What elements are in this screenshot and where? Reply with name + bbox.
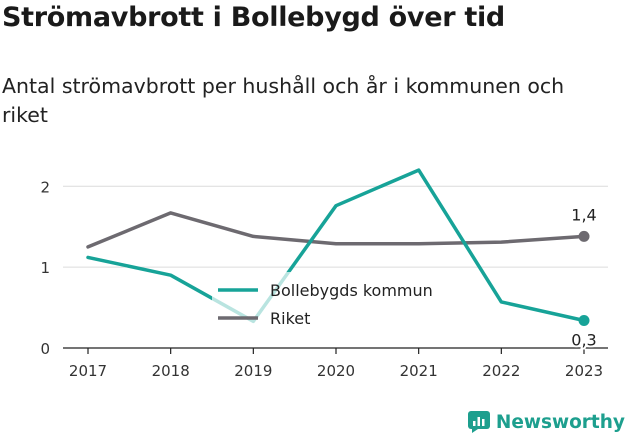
x-tick-label: 2017 [69,362,107,380]
x-tick-label: 2019 [234,362,272,380]
y-tick-label: 0 [40,340,50,358]
x-tick-label: 2021 [400,362,438,380]
data-label: 1,4 [571,205,596,224]
x-tick-label: 2023 [565,362,603,380]
data-label: 0,3 [571,331,596,350]
y-tick-label: 2 [40,178,50,196]
chart-subtitle: Antal strömavbrott per hushåll och år i … [2,74,565,127]
legend-label: Riket [270,309,310,328]
x-tick-label: 2018 [152,362,190,380]
brand-name: Newsworthy [495,411,625,433]
y-tick-label: 1 [40,259,50,277]
chart-title: Strömavbrott i Bollebygd över tid [2,2,505,33]
brand-logo: Newsworthy [467,411,625,433]
series-end-point [578,230,590,242]
series-end-point [578,315,590,327]
series-line-riket [86,211,586,249]
x-tick-label: 2020 [317,362,355,380]
newsworthy-logo-icon [467,411,490,433]
series-line-bollebygd [86,168,586,324]
legend-background [212,272,462,334]
legend-label: Bollebygds kommun [270,281,433,300]
x-tick-label: 2022 [482,362,520,380]
